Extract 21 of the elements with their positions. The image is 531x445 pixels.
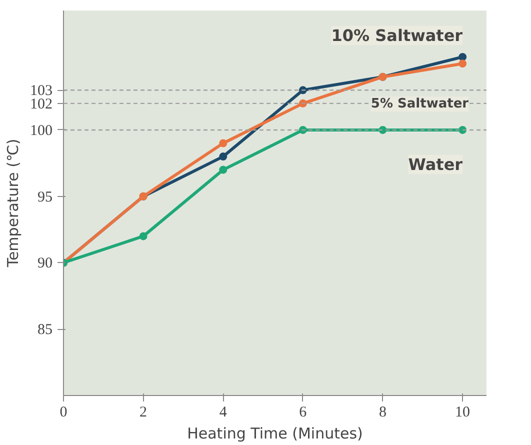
y-tick-label: 90 [38,256,52,272]
point [139,232,148,240]
x-tick-label: 2 [140,404,148,420]
y-tick-label: 100 [30,122,52,139]
point [458,60,467,68]
x-tick-label: 8 [378,404,386,420]
y-tick-label: 85 [38,322,52,338]
series-label: 5% Saltwater [370,96,470,112]
point [219,166,228,174]
series-label: 10% Saltwater [331,26,463,45]
x-tick-label: 4 [219,404,228,420]
x-axis-title: Heating Time (Minutes) [187,424,363,442]
point [458,52,467,61]
point [219,139,228,148]
series-label: Water [408,154,463,174]
x-tick-label: 6 [299,404,308,420]
x-tick-label: 0 [60,404,68,420]
x-tick-label: 10 [455,404,470,420]
y-axis-title: Temperature (℃) [4,138,22,268]
point [219,152,228,161]
y-tick-label: 95 [38,189,52,206]
